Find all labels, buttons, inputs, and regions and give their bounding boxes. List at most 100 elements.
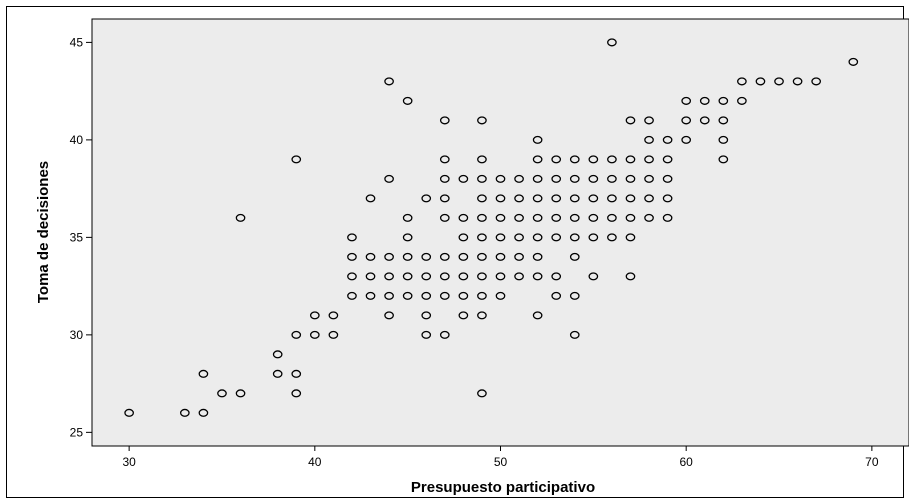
data-point [607, 174, 617, 183]
data-point [551, 272, 562, 281]
data-point [514, 233, 524, 242]
data-point [291, 369, 302, 378]
data-point [588, 213, 599, 222]
data-point [402, 213, 413, 222]
data-point [439, 213, 450, 222]
data-point [644, 174, 654, 183]
data-point [477, 174, 487, 183]
data-point [607, 213, 617, 222]
data-point [774, 77, 784, 86]
data-point [439, 174, 450, 183]
data-point [291, 330, 302, 339]
data-point [514, 194, 524, 203]
data-point [198, 369, 209, 378]
data-point [495, 272, 506, 281]
data-point [458, 272, 469, 281]
data-point [477, 389, 487, 398]
y-tick-label: 45 [70, 35, 84, 49]
data-point [662, 174, 673, 183]
data-point [495, 194, 506, 203]
data-point [569, 174, 580, 183]
data-point [551, 233, 562, 242]
data-point [365, 272, 376, 281]
data-point [699, 96, 710, 105]
data-point [662, 213, 673, 222]
data-point [458, 213, 469, 222]
data-point [681, 116, 692, 125]
data-point [198, 408, 209, 417]
data-point [347, 272, 357, 281]
data-point [569, 213, 580, 222]
x-tick-label: 60 [680, 455, 694, 469]
data-point [532, 135, 543, 144]
data-point [291, 389, 302, 398]
data-point [384, 77, 394, 86]
data-point [625, 155, 636, 164]
data-point [588, 272, 599, 281]
data-point [235, 213, 246, 222]
data-point [681, 96, 692, 105]
data-point [551, 174, 562, 183]
data-point [477, 116, 487, 125]
data-point [328, 330, 339, 339]
data-point [532, 272, 543, 281]
y-tick-label: 25 [70, 425, 84, 439]
data-point [514, 213, 524, 222]
data-point [495, 213, 506, 222]
data-point [421, 194, 432, 203]
data-point [421, 291, 432, 300]
data-point [662, 135, 673, 144]
data-point [588, 233, 599, 242]
data-point [439, 116, 450, 125]
x-tick-label: 70 [865, 455, 879, 469]
data-point [402, 233, 413, 242]
data-point [384, 291, 394, 300]
data-point [439, 291, 450, 300]
data-point [532, 311, 543, 320]
plot-area [91, 18, 909, 447]
data-point [477, 213, 487, 222]
data-point [458, 252, 469, 261]
x-axis-title: Presupuesto participativo [411, 479, 595, 496]
x-tick-label: 40 [308, 455, 322, 469]
data-point [755, 77, 766, 86]
data-point [439, 252, 450, 261]
data-point [477, 272, 487, 281]
data-point [384, 272, 394, 281]
data-point [607, 38, 617, 47]
data-point [625, 272, 636, 281]
data-point [291, 155, 302, 164]
data-point [644, 213, 654, 222]
data-point [569, 330, 580, 339]
y-axis: 25 30 35 40 45 [70, 35, 92, 439]
data-point [514, 252, 524, 261]
data-point [402, 291, 413, 300]
y-tick-label: 40 [70, 133, 84, 147]
data-point [551, 155, 562, 164]
data-point [699, 116, 710, 125]
data-point [588, 194, 599, 203]
data-point [644, 194, 654, 203]
data-point [625, 233, 636, 242]
data-point [495, 291, 506, 300]
data-point [477, 233, 487, 242]
data-point [644, 155, 654, 164]
x-axis: 30 40 50 60 70 [122, 446, 879, 469]
data-point [384, 311, 394, 320]
data-point [718, 116, 729, 125]
data-points [124, 38, 859, 417]
data-point [365, 291, 376, 300]
data-point [718, 155, 729, 164]
x-tick-label: 50 [494, 455, 508, 469]
data-point [607, 233, 617, 242]
data-point [588, 174, 599, 183]
data-point [124, 408, 134, 417]
data-point [495, 252, 506, 261]
data-point [792, 77, 803, 86]
data-point [551, 194, 562, 203]
data-point [569, 291, 580, 300]
data-point [551, 213, 562, 222]
data-point [588, 155, 599, 164]
data-point [458, 291, 469, 300]
